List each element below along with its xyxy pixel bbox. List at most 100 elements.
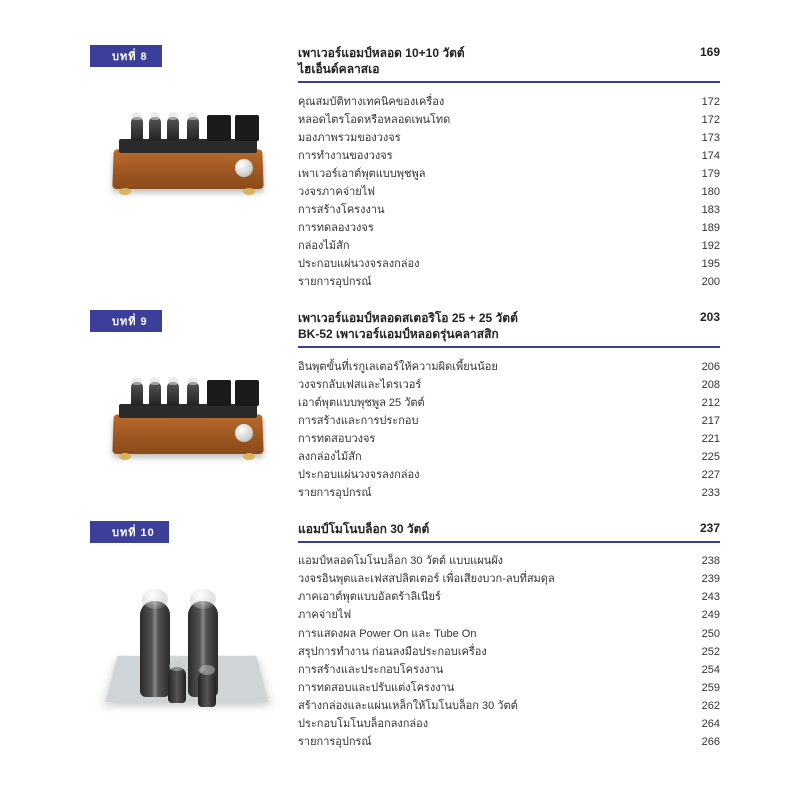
- toc-entry-page: 227: [680, 467, 720, 484]
- toc-entry: การสร้างและการประกอบ217: [298, 412, 720, 430]
- chapter-page: 203: [680, 310, 720, 342]
- toc-entry-page: 238: [680, 553, 720, 570]
- toc-entry-page: 225: [680, 449, 720, 466]
- toc-entry-page: 174: [680, 148, 720, 165]
- toc-entry: รายการอุปกรณ์233: [298, 485, 720, 503]
- chapter-entries: อินพุตขั้นที่เรกูเลเตอร์ให้ความผิดเพี้ยน…: [298, 358, 720, 502]
- toc-entry-page: 180: [680, 184, 720, 201]
- toc-entry-title: ประกอบแผ่นวงจรลงกล่อง: [298, 467, 680, 484]
- toc-entry-page: 250: [680, 626, 720, 643]
- tube-board-image: [102, 567, 272, 737]
- chapter: บทที่ 9 เพาเวอร์แอมป์หลอดสเตอริโอ 25 + 25…: [90, 310, 720, 503]
- toc-entry: การทำงานของวงจร174: [298, 148, 720, 166]
- toc-entry-title: คุณสมบัติทางเทคนิคของเครื่อง: [298, 94, 680, 111]
- toc-entry-page: 208: [680, 377, 720, 394]
- toc-entry: สร้างกล่องและแผ่นเหล็กให้โมโนบล็อก 30 วั…: [298, 697, 720, 715]
- toc-entry-title: การทดสอบวงจร: [298, 431, 680, 448]
- toc-entry: การทดสอบและปรับแต่งโครงงาน259: [298, 679, 720, 697]
- toc-entry: รายการอุปกรณ์266: [298, 733, 720, 751]
- toc-entry-title: ลงกล่องไม้สัก: [298, 449, 680, 466]
- amp-image: [103, 364, 271, 462]
- chapter-page: 237: [680, 521, 720, 537]
- amp-image: [103, 99, 271, 197]
- toc-entry-title: รายการอุปกรณ์: [298, 734, 680, 751]
- chapter-entries: แอมป์หลอดโมโนบล็อก 30 วัตต์ แบบแผนผัง238…: [298, 553, 720, 752]
- chapter-page: 169: [680, 45, 720, 77]
- toc-entry: หลอดไตรโอดหรือหลอดเพนโทด172: [298, 111, 720, 129]
- toc-entry-page: 264: [680, 716, 720, 733]
- chapter-tab: บทที่ 10: [90, 521, 169, 543]
- chapter: บทที่ 10แอมป์โมโนบล็อก 30 วัตต์237แอมป์ห…: [90, 521, 720, 752]
- toc-entry: ประกอบโมโนบล็อกลงกล่อง264: [298, 715, 720, 733]
- toc-entry-title: แอมป์หลอดโมโนบล็อก 30 วัตต์ แบบแผนผัง: [298, 553, 680, 570]
- chapter-title: เพาเวอร์แอมป์หลอด 10+10 วัตต์ไฮเอ็นด์คลา…: [298, 45, 680, 77]
- chapter-tab: บทที่ 8: [90, 45, 162, 67]
- toc-entry-page: 254: [680, 662, 720, 679]
- toc-entry-title: การทดลองวงจร: [298, 220, 680, 237]
- toc-entry-title: สรุปการทำงาน ก่อนลงมือประกอบเครื่อง: [298, 644, 680, 661]
- toc-entry: วงจรอินพุตและเฟสสปลิตเตอร์ เพื่อเสียงบวก…: [298, 571, 720, 589]
- toc-entry-title: ประกอบโมโนบล็อกลงกล่อง: [298, 716, 680, 733]
- toc-entry: ประกอบแผ่นวงจรลงกล่อง227: [298, 467, 720, 485]
- toc-entry-page: 200: [680, 274, 720, 291]
- toc-entry: กล่องไม้สัก192: [298, 238, 720, 256]
- chapter-title: แอมป์โมโนบล็อก 30 วัตต์: [298, 521, 680, 537]
- toc-page: บทที่ 8 เพาเวอร์แอมป์หลอด 10+10 วัตต์ไฮเอ…: [90, 45, 720, 769]
- toc-entry: ภาคเอาต์พุตแบบอัลตร้าลิเนียร์243: [298, 589, 720, 607]
- toc-entry-page: 233: [680, 485, 720, 502]
- toc-entry-title: รายการอุปกรณ์: [298, 485, 680, 502]
- toc-entry: การสร้างโครงงาน183: [298, 202, 720, 220]
- toc-entry: วงจรภาคจ่ายไฟ180: [298, 184, 720, 202]
- chapter-title: เพาเวอร์แอมป์หลอดสเตอริโอ 25 + 25 วัตต์B…: [298, 310, 680, 342]
- toc-entry: สรุปการทำงาน ก่อนลงมือประกอบเครื่อง252: [298, 643, 720, 661]
- toc-entry-title: ประกอบแผ่นวงจรลงกล่อง: [298, 256, 680, 273]
- toc-entry-title: กล่องไม้สัก: [298, 238, 680, 255]
- toc-entry-page: 172: [680, 112, 720, 129]
- toc-entry-page: 173: [680, 130, 720, 147]
- toc-entry: แอมป์หลอดโมโนบล็อก 30 วัตต์ แบบแผนผัง238: [298, 553, 720, 571]
- toc-entry-page: 221: [680, 431, 720, 448]
- toc-entry-title: การสร้างและประกอบโครงงาน: [298, 662, 680, 679]
- toc-entry: อินพุตขั้นที่เรกูเลเตอร์ให้ความผิดเพี้ยน…: [298, 358, 720, 376]
- toc-entry-page: 195: [680, 256, 720, 273]
- toc-entry-page: 266: [680, 734, 720, 751]
- toc-entry: การแสดงผล Power On และ Tube On250: [298, 625, 720, 643]
- toc-entry-page: 259: [680, 680, 720, 697]
- toc-entry: การสร้างและประกอบโครงงาน254: [298, 661, 720, 679]
- chapter-header: บทที่ 8 เพาเวอร์แอมป์หลอด 10+10 วัตต์ไฮเอ…: [90, 45, 720, 83]
- toc-entry: ภาคจ่ายไฟ249: [298, 607, 720, 625]
- toc-entry-title: รายการอุปกรณ์: [298, 274, 680, 291]
- toc-entry-page: 189: [680, 220, 720, 237]
- toc-entry-title: เพาเวอร์เอาต์พุตแบบพุชพูล: [298, 166, 680, 183]
- chapter-header: บทที่ 9 เพาเวอร์แอมป์หลอดสเตอริโอ 25 + 25…: [90, 310, 720, 348]
- toc-entry-page: 239: [680, 571, 720, 588]
- toc-entry: การทดลองวงจร189: [298, 220, 720, 238]
- toc-entry-page: 249: [680, 607, 720, 624]
- toc-entry-title: การทดสอบและปรับแต่งโครงงาน: [298, 680, 680, 697]
- toc-entry-title: วงจรกลับเฟสและไดรเวอร์: [298, 377, 680, 394]
- toc-entry-page: 172: [680, 94, 720, 111]
- toc-entry: คุณสมบัติทางเทคนิคของเครื่อง172: [298, 93, 720, 111]
- toc-entry-title: การทำงานของวงจร: [298, 148, 680, 165]
- toc-entry-page: 183: [680, 202, 720, 219]
- chapter-entries: คุณสมบัติทางเทคนิคของเครื่อง172หลอดไตรโอ…: [298, 93, 720, 292]
- toc-entry: วงจรกลับเฟสและไดรเวอร์208: [298, 376, 720, 394]
- toc-entry-title: ภาคจ่ายไฟ: [298, 607, 680, 624]
- toc-entry-page: 252: [680, 644, 720, 661]
- toc-entry-title: มองภาพรวมของวงจร: [298, 130, 680, 147]
- toc-entry-title: หลอดไตรโอดหรือหลอดเพนโทด: [298, 112, 680, 129]
- toc-entry: เอาต์พุตแบบพุชพูล 25 วัตต์212: [298, 394, 720, 412]
- toc-entry-title: เอาต์พุตแบบพุชพูล 25 วัตต์: [298, 395, 680, 412]
- toc-entry: การทดสอบวงจร221: [298, 430, 720, 448]
- toc-entry-title: วงจรอินพุตและเฟสสปลิตเตอร์ เพื่อเสียงบวก…: [298, 571, 680, 588]
- toc-entry: ลงกล่องไม้สัก225: [298, 449, 720, 467]
- chapter-image: [90, 553, 298, 737]
- toc-entry-title: สร้างกล่องและแผ่นเหล็กให้โมโนบล็อก 30 วั…: [298, 698, 680, 715]
- chapter-tab: บทที่ 9: [90, 310, 162, 332]
- toc-entry-page: 206: [680, 359, 720, 376]
- toc-entry-page: 243: [680, 589, 720, 606]
- toc-entry: ประกอบแผ่นวงจรลงกล่อง195: [298, 256, 720, 274]
- chapter: บทที่ 8 เพาเวอร์แอมป์หลอด 10+10 วัตต์ไฮเอ…: [90, 45, 720, 292]
- toc-entry-title: ภาคเอาต์พุตแบบอัลตร้าลิเนียร์: [298, 589, 680, 606]
- toc-entry-title: การสร้างและการประกอบ: [298, 413, 680, 430]
